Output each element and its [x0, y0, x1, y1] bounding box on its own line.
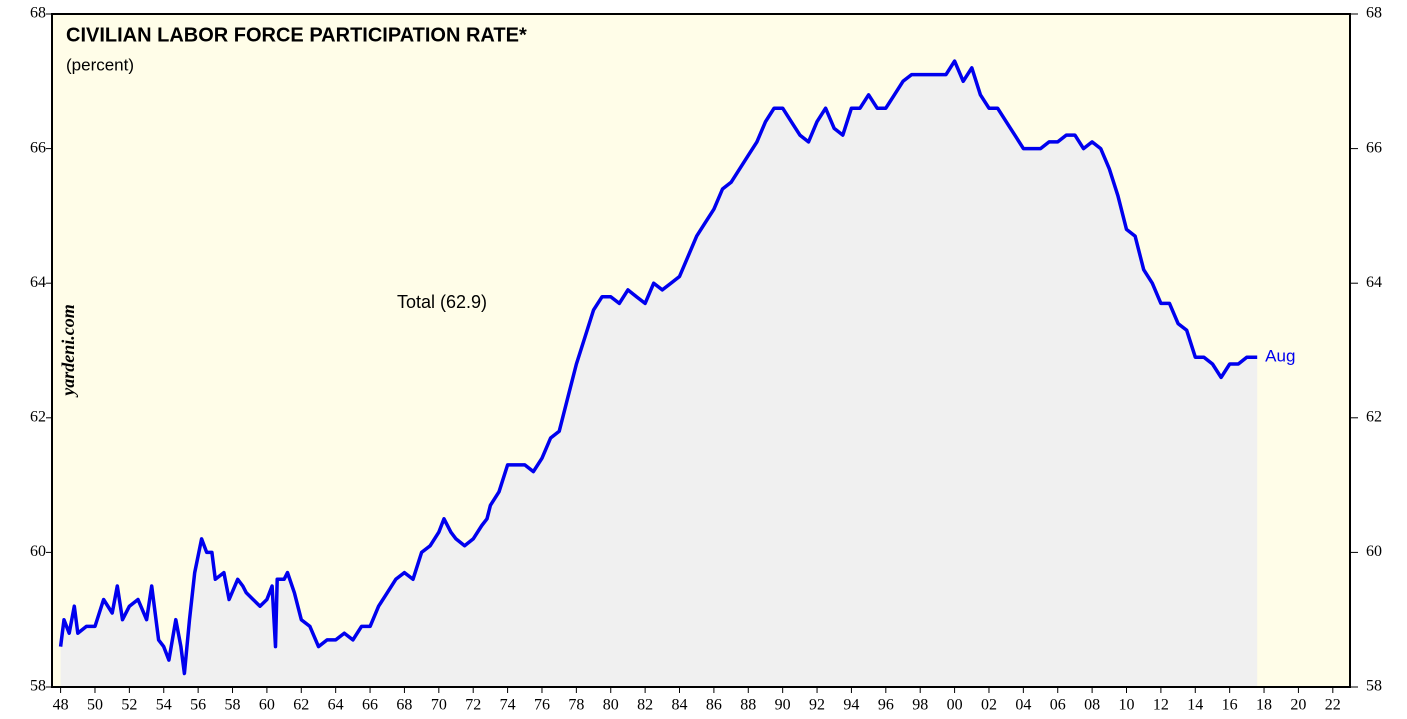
x-tick-label: 82	[637, 697, 653, 714]
x-tick-label: 84	[672, 697, 688, 714]
x-tick-label: 68	[396, 697, 412, 714]
x-tick-label: 74	[500, 697, 516, 714]
x-tick-label: 16	[1222, 697, 1238, 714]
x-tick-label: 00	[947, 697, 963, 714]
line	[58, 59, 1258, 676]
x-tick-label: 92	[809, 697, 825, 714]
plot-frame	[51, 13, 1351, 688]
y-tick-label: 68	[30, 5, 46, 22]
x-tick-label: 60	[259, 697, 275, 714]
x-tick-label: 86	[706, 697, 722, 714]
x-tick-label: 22	[1325, 697, 1341, 714]
x-tick-label: 54	[156, 697, 172, 714]
y-tick-label: 60	[30, 543, 46, 560]
x-tick-label: 72	[465, 697, 481, 714]
end-label: Aug	[1265, 347, 1295, 366]
x-tick-label: 80	[603, 697, 619, 714]
y-tick-label: 58	[30, 678, 46, 695]
x-tick-label: 90	[775, 697, 791, 714]
y2-tick-label: 64	[1366, 274, 1382, 291]
x-tick-label: 98	[912, 697, 928, 714]
x-tick-label: 96	[878, 697, 894, 714]
x-tick-label: 06	[1050, 697, 1066, 714]
x-tick-label: 10	[1119, 697, 1135, 714]
x-tick-label: 70	[431, 697, 447, 714]
y-tick-label: 66	[30, 139, 46, 156]
y-tick-label: 64	[30, 274, 46, 291]
marks	[58, 59, 1258, 688]
x-tick-label: 76	[534, 697, 550, 714]
area	[60, 61, 1258, 688]
chart-subtitle: (percent)	[66, 55, 134, 74]
x-tick-label: 08	[1084, 697, 1100, 714]
x-tick-label: 88	[740, 697, 756, 714]
x-tick-label: 62	[293, 697, 309, 714]
series-annotation: Total (62.9)	[397, 292, 487, 312]
x-tick-label: 02	[981, 697, 997, 714]
y2-tick-label: 66	[1366, 139, 1382, 156]
y2-tick-label: 58	[1366, 678, 1382, 695]
x-tick-label: 50	[87, 697, 103, 714]
y2-tick-label: 68	[1366, 5, 1382, 22]
y2-tick-label: 60	[1366, 543, 1382, 560]
x-tick-label: 04	[1015, 697, 1031, 714]
x-tick-label: 12	[1153, 697, 1169, 714]
x-tick-label: 56	[190, 697, 206, 714]
chart-title: CIVILIAN LABOR FORCE PARTICIPATION RATE*	[66, 24, 527, 46]
x-tick-label: 20	[1290, 697, 1306, 714]
x-tick-label: 18	[1256, 697, 1272, 714]
source-label: yardeni.com	[58, 304, 78, 398]
y2-tick-label: 62	[1366, 408, 1382, 425]
x-tick-label: 94	[843, 697, 859, 714]
x-tick-label: 52	[121, 697, 137, 714]
x-tick-label: 58	[225, 697, 241, 714]
x-tick-label: 14	[1187, 697, 1203, 714]
x-tick-label: 48	[53, 697, 69, 714]
x-tick-label: 64	[328, 697, 344, 714]
x-tick-label: 66	[362, 697, 378, 714]
x-tick-label: 78	[568, 697, 584, 714]
y-tick-label: 62	[30, 408, 46, 425]
